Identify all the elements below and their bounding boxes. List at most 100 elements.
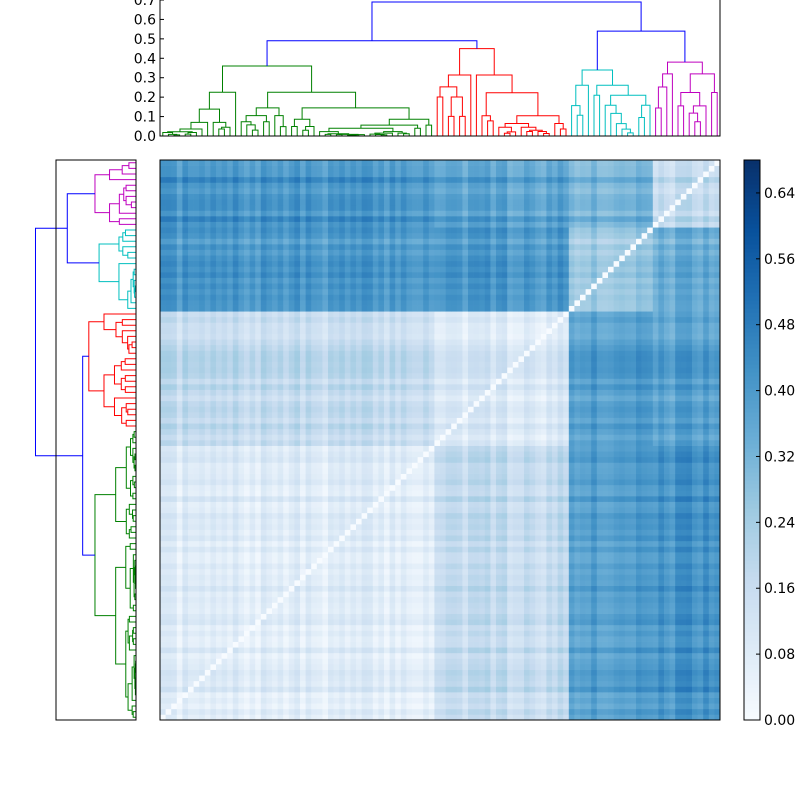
heatmap-cell	[199, 496, 206, 502]
heatmap-cell	[608, 641, 614, 648]
heatmap-cell	[417, 540, 424, 547]
heatmap-cell	[613, 697, 620, 704]
heatmap-cell	[406, 524, 413, 530]
heatmap-cell	[602, 624, 609, 631]
heatmap-cell	[244, 630, 250, 637]
heatmap-cell	[563, 680, 570, 687]
heatmap-cell	[356, 641, 362, 648]
heatmap-cell	[428, 496, 435, 502]
heatmap-cell	[406, 546, 413, 553]
heatmap-cell	[585, 529, 592, 536]
heatmap-cell	[260, 473, 267, 480]
heatmap-cell	[462, 613, 469, 620]
heatmap-cell	[395, 619, 402, 626]
heatmap-cell	[708, 602, 715, 609]
heatmap-cell	[686, 524, 693, 530]
heatmap-cell	[378, 697, 385, 704]
heatmap-cell	[339, 714, 346, 721]
heatmap-cell	[378, 540, 385, 547]
heatmap-cell	[613, 507, 620, 514]
heatmap-cell	[400, 445, 407, 452]
heatmap-cell	[395, 540, 402, 547]
heatmap-cell	[608, 647, 614, 654]
heatmap-cell	[468, 636, 474, 642]
heatmap-cell	[540, 641, 547, 648]
heatmap-cell	[171, 496, 178, 502]
heatmap-cell	[636, 496, 642, 502]
heatmap-cell	[361, 473, 368, 480]
heatmap-cell	[602, 680, 609, 687]
heatmap-cell	[585, 664, 592, 670]
heatmap-cell	[619, 641, 626, 648]
heatmap-cell	[658, 686, 665, 693]
heatmap-cell	[451, 686, 458, 693]
heatmap-cell	[574, 507, 581, 514]
heatmap-cell	[619, 507, 626, 514]
heatmap-cell	[484, 585, 491, 592]
heatmap-cell	[608, 675, 614, 682]
heatmap-cell	[372, 468, 379, 474]
heatmap-cell	[440, 557, 446, 564]
heatmap-cell	[490, 697, 497, 704]
heatmap-cell	[193, 624, 200, 631]
heatmap-cell	[199, 462, 206, 469]
heatmap-cell	[272, 647, 278, 654]
heatmap-cell	[412, 636, 418, 642]
heatmap-cell	[518, 697, 525, 704]
heatmap-cell	[417, 703, 424, 710]
heatmap-cell	[496, 591, 502, 598]
heatmap-cell	[524, 490, 530, 497]
heatmap-cell	[675, 680, 682, 687]
heatmap-cell	[255, 714, 262, 721]
heatmap-cell	[468, 703, 474, 710]
heatmap-cell	[428, 680, 435, 687]
heatmap-cell	[333, 512, 340, 519]
heatmap-cell	[400, 703, 407, 710]
heatmap-cell	[708, 507, 715, 514]
heatmap-cell	[216, 490, 222, 497]
heatmap-cell	[708, 658, 715, 665]
heatmap-cell	[697, 507, 704, 514]
heatmap-cell	[423, 602, 430, 609]
heatmap-cell	[199, 613, 206, 620]
heatmap-cell	[540, 563, 547, 570]
heatmap-cell	[300, 568, 306, 575]
heatmap-cell	[216, 580, 222, 586]
heatmap-cell	[395, 697, 402, 704]
heatmap-cell	[232, 703, 239, 710]
heatmap-cell	[540, 591, 547, 598]
heatmap-cell	[686, 501, 693, 508]
heatmap-cell	[238, 473, 245, 480]
heatmap-cell	[624, 501, 631, 508]
heatmap-cell	[568, 658, 575, 665]
heatmap-cell	[204, 714, 211, 721]
heatmap-cell	[602, 496, 609, 502]
heatmap-cell	[658, 529, 665, 536]
heatmap-cell	[249, 484, 256, 491]
heatmap-cell	[473, 563, 480, 570]
heatmap-cell	[529, 591, 536, 598]
heatmap-cell	[294, 647, 301, 654]
heatmap-cell	[255, 552, 262, 558]
heatmap-cell	[428, 675, 435, 682]
heatmap-cell	[361, 697, 368, 704]
heatmap-cell	[389, 501, 396, 508]
heatmap-cell	[591, 641, 598, 648]
heatmap-cell	[165, 686, 172, 693]
heatmap-cell	[188, 636, 194, 642]
heatmap-cell	[468, 714, 474, 721]
heatmap-cell	[686, 490, 693, 497]
heatmap-cell	[641, 664, 648, 670]
heatmap-cell	[669, 535, 676, 542]
heatmap-cell	[350, 669, 357, 676]
heatmap-cell	[204, 501, 211, 508]
heatmap-cell	[557, 563, 564, 570]
heatmap-cell	[344, 714, 351, 721]
heatmap-cell	[367, 636, 374, 642]
heatmap-cell	[703, 574, 710, 581]
heatmap-cell	[182, 669, 189, 676]
heatmap-cell	[591, 686, 598, 693]
heatmap-cell	[451, 462, 458, 469]
heatmap-cell	[636, 686, 642, 693]
heatmap-cell	[176, 490, 183, 497]
